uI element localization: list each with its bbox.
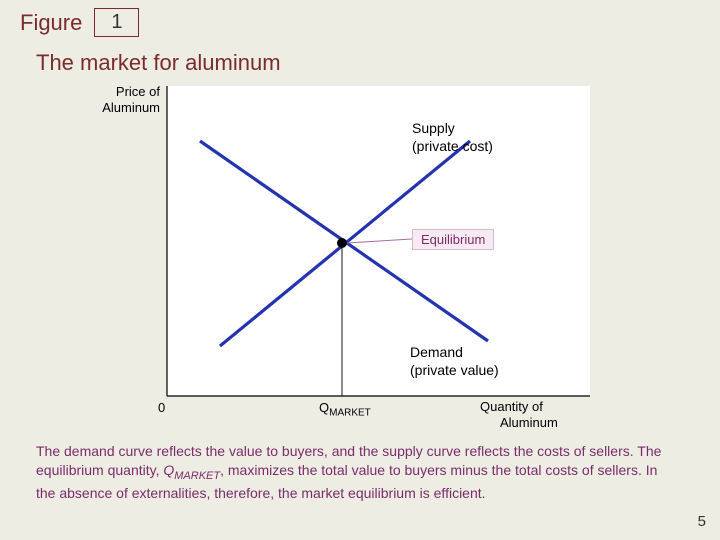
equilibrium-dot	[337, 238, 347, 248]
demand-label-line1: Demand	[410, 344, 463, 360]
caption-q-letter: Q	[163, 462, 174, 478]
caption-q-sub: MARKET	[174, 470, 220, 482]
supply-label: Supply (private cost)	[412, 120, 493, 155]
x-axis-label-line1: Quantity of	[480, 399, 543, 414]
q-letter: Q	[319, 400, 329, 415]
figure-caption: The demand curve reflects the value to b…	[36, 442, 676, 502]
supply-label-line1: Supply	[412, 120, 455, 136]
figure-word: Figure	[20, 10, 82, 36]
x-axis-label: Quantity of Aluminum	[480, 399, 590, 430]
demand-label: Demand (private value)	[410, 344, 499, 379]
q-market-label: QMARKET	[319, 400, 371, 419]
equilibrium-leader-line	[347, 239, 412, 243]
page-number: 5	[698, 513, 706, 530]
chart-subtitle: The market for aluminum	[36, 50, 281, 76]
figure-header: Figure 1	[20, 8, 139, 37]
figure-number-box: 1	[94, 8, 139, 37]
demand-label-line2: (private value)	[410, 362, 499, 378]
x-axis-label-line2: Aluminum	[480, 415, 558, 430]
chart-container: Price of Aluminum Supply (private cost) …	[90, 86, 590, 426]
origin-label: 0	[158, 400, 165, 415]
chart-svg	[90, 86, 590, 426]
supply-label-line2: (private cost)	[412, 138, 493, 154]
q-sub: MARKET	[329, 408, 371, 419]
equilibrium-label: Equilibrium	[412, 229, 494, 250]
